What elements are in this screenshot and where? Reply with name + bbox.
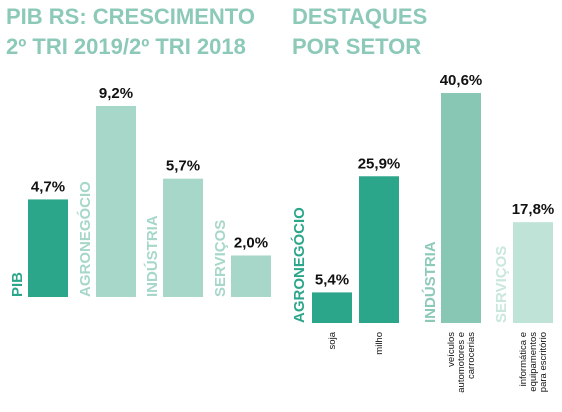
right-category-label-2-0-0: informática e bbox=[518, 332, 529, 386]
left-bar-3 bbox=[231, 255, 271, 297]
left-category-label-1: AGRONEGÓCIO bbox=[76, 181, 94, 297]
right-chart-title-line-2: POR SETOR bbox=[292, 34, 421, 59]
right-bar-2-0 bbox=[513, 222, 553, 323]
left-value-label-3: 2,0% bbox=[234, 234, 268, 251]
right-category-label-0-0-0: soja bbox=[327, 331, 338, 349]
right-category-label-1-0-2: carrocerias bbox=[466, 332, 477, 379]
right-value-label-2-0: 17,8% bbox=[512, 201, 555, 218]
right-group-label-0: AGRONEGÓCIO bbox=[290, 207, 308, 323]
right-value-label-0-0: 5,4% bbox=[315, 271, 349, 288]
left-value-label-2: 5,7% bbox=[166, 158, 200, 175]
left-category-label-2: INDÚSTRIA bbox=[143, 215, 161, 297]
right-category-label-2-0-2: para escritório bbox=[538, 332, 549, 392]
right-category-label-1-0-0: veículos bbox=[446, 332, 457, 367]
left-chart-title-line-1: PIB RS: CRESCIMENTO bbox=[6, 4, 255, 29]
right-value-label-0-1: 25,9% bbox=[358, 155, 401, 172]
right-value-label-1-0: 40,6% bbox=[440, 72, 483, 89]
left-bar-0 bbox=[28, 199, 68, 297]
right-bar-0-1 bbox=[359, 176, 399, 323]
right-bar-0-0 bbox=[312, 292, 352, 323]
right-chart-title-line-1: DESTAQUES bbox=[292, 4, 427, 29]
right-group-label-1: INDÚSTRIA bbox=[421, 241, 439, 323]
left-value-label-1: 9,2% bbox=[99, 85, 133, 102]
right-category-label-2-0-1: equipamentos bbox=[528, 332, 539, 392]
right-group-label-2: SERVIÇOS bbox=[493, 246, 510, 323]
right-chart-bars: AGRONEGÓCIO 5,4% soja 25,9% milho INDÚSTRIA 40… bbox=[290, 72, 554, 393]
right-bar-1-0 bbox=[441, 93, 481, 323]
left-chart-bars: 4,7% PIB 9,2% AGRONEGÓCIO 5,7% INDÚSTRIA 2,0% S… bbox=[9, 85, 271, 297]
left-category-label-0: PIB bbox=[9, 272, 26, 297]
right-category-label-1-0-1: automotores e bbox=[456, 332, 467, 393]
left-value-label-0: 4,7% bbox=[31, 178, 65, 195]
left-bar-1 bbox=[96, 106, 136, 297]
left-bar-2 bbox=[163, 178, 203, 297]
left-category-label-3: SERVIÇOS bbox=[212, 220, 229, 297]
left-chart-title-line-2: 2º TRI 2019/2º TRI 2018 bbox=[6, 34, 246, 59]
right-category-label-0-1-0: milho bbox=[374, 332, 385, 355]
